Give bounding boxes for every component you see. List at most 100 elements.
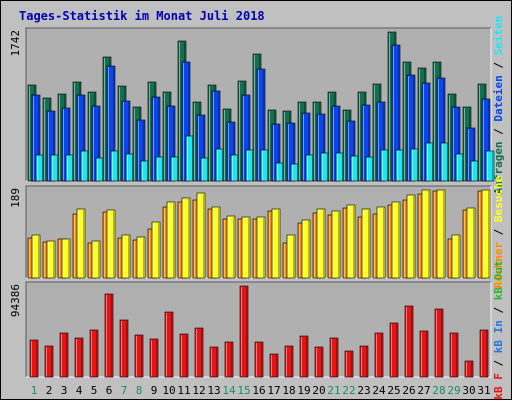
day-label-15: 15 — [237, 384, 250, 397]
bar-bottom-kb-f-day-20 — [314, 346, 324, 378]
bar-bottom-kb-f-day-27 — [419, 330, 429, 378]
bar-middle-besuche-day-28 — [436, 189, 446, 279]
day-label-29: 29 — [447, 384, 460, 397]
panel-middle-edge-top — [25, 185, 491, 278]
day-label-12: 12 — [192, 384, 205, 397]
bar-bottom-kb-f-day-15 — [239, 285, 249, 378]
day-label-10: 10 — [162, 384, 175, 397]
bar-bottom-kb-f-day-17 — [269, 353, 279, 378]
day-label-17: 17 — [267, 384, 280, 397]
bar-middle-besuche-day-11 — [181, 197, 191, 279]
bar-middle-besuche-day-9 — [151, 221, 161, 279]
bar-top-seiten-day-12 — [200, 157, 210, 182]
bar-top-seiten-day-31 — [485, 150, 495, 182]
bar-bottom-kb-f-day-23 — [359, 345, 369, 378]
bar-bottom-kb-f-day-4 — [74, 337, 84, 378]
panel-top-edge-top — [25, 27, 491, 181]
day-label-25: 25 — [387, 384, 400, 397]
bar-middle-besuche-day-17 — [271, 208, 281, 279]
bar-bottom-kb-f-day-18 — [284, 345, 294, 378]
day-label-22: 22 — [342, 384, 355, 397]
bar-middle-besuche-day-22 — [346, 204, 356, 279]
bar-middle-besuche-day-13 — [211, 206, 221, 279]
bar-bottom-kb-f-day-26 — [404, 305, 414, 378]
bar-middle-besuche-day-6 — [106, 209, 116, 279]
bar-middle-besuche-day-20 — [316, 208, 326, 279]
bar-middle-besuche-day-8 — [136, 236, 146, 279]
bar-middle-besuche-day-15 — [241, 216, 251, 279]
bar-middle-besuche-day-4 — [76, 208, 86, 279]
panel-bottom-axis-max-label: 94386 — [9, 284, 22, 317]
bar-bottom-kb-f-day-25 — [389, 322, 399, 378]
panel-top: 1742 — [9, 27, 495, 182]
bar-top-seiten-day-14 — [230, 154, 240, 182]
bar-bottom-kb-f-day-28 — [434, 308, 444, 378]
bar-middle-besuche-day-19 — [301, 219, 311, 279]
bar-middle-besuche-day-29 — [451, 234, 461, 279]
bar-bottom-kb-f-day-5 — [89, 329, 99, 378]
day-label-3: 3 — [61, 384, 68, 397]
bar-middle-besuche-day-1 — [31, 234, 41, 279]
bar-middle-besuche-day-24 — [376, 206, 386, 279]
day-label-19: 19 — [297, 384, 310, 397]
bar-bottom-kb-f-day-7 — [119, 319, 129, 378]
day-label-21: 21 — [327, 384, 340, 397]
bar-top-seiten-day-3 — [65, 154, 75, 182]
day-label-5: 5 — [91, 384, 98, 397]
day-label-16: 16 — [252, 384, 265, 397]
chart-title: Tages-Statistik im Monat Juli 2018 — [19, 9, 265, 23]
bar-bottom-kb-f-day-13 — [209, 346, 219, 378]
bar-bottom-kb-f-day-9 — [149, 338, 159, 378]
bar-bottom-kb-f-day-8 — [134, 334, 144, 378]
bar-middle-besuche-day-26 — [406, 194, 416, 279]
day-label-18: 18 — [282, 384, 295, 397]
bar-middle-besuche-day-27 — [421, 189, 431, 279]
legend-middle: Rechner / Besuche — [492, 175, 505, 288]
bar-bottom-kb-f-day-1 — [29, 339, 39, 378]
day-label-31: 31 — [477, 384, 490, 397]
bar-middle-besuche-day-3 — [61, 238, 71, 279]
day-label-26: 26 — [402, 384, 415, 397]
day-label-2: 2 — [46, 384, 53, 397]
day-label-28: 28 — [432, 384, 445, 397]
bar-bottom-kb-f-day-11 — [179, 333, 189, 378]
day-label-24: 24 — [372, 384, 386, 397]
bar-middle-besuche-day-2 — [46, 240, 56, 279]
bar-middle-besuche-day-5 — [91, 240, 101, 279]
bar-top-seiten-day-21 — [335, 152, 345, 182]
bar-top-seiten-day-24 — [380, 149, 390, 182]
bar-bottom-kb-f-day-2 — [44, 345, 54, 378]
day-label-30: 30 — [462, 384, 475, 397]
day-label-13: 13 — [207, 384, 220, 397]
panel-middle: 189 — [9, 185, 492, 279]
bar-top-seiten-day-2 — [50, 154, 60, 182]
day-label-1: 1 — [31, 384, 38, 397]
bar-middle-besuche-day-31 — [481, 189, 491, 279]
day-label-6: 6 — [106, 384, 113, 397]
bar-bottom-kb-f-day-21 — [329, 337, 339, 378]
legend-bottom: kB F / kB In / kB Out — [492, 260, 505, 399]
bar-bottom-kb-f-day-3 — [59, 332, 69, 378]
day-label-27: 27 — [417, 384, 430, 397]
bar-bottom-kb-f-day-6 — [104, 293, 114, 378]
bar-bottom-kb-f-day-10 — [164, 311, 174, 378]
day-label-8: 8 — [136, 384, 143, 397]
bar-middle-besuche-day-16 — [256, 216, 266, 279]
panel-middle-axis-max-label: 189 — [9, 188, 22, 208]
bar-middle-besuche-day-25 — [391, 201, 401, 279]
panel-bottom-edge-top — [25, 281, 491, 377]
bar-middle-besuche-day-18 — [286, 234, 296, 279]
bar-bottom-kb-f-day-24 — [374, 332, 384, 378]
day-label-4: 4 — [76, 384, 83, 397]
bar-bottom-kb-f-day-14 — [224, 341, 234, 378]
bar-bottom-kb-f-day-30 — [464, 360, 474, 378]
day-label-7: 7 — [121, 384, 128, 397]
bar-middle-besuche-day-14 — [226, 215, 236, 279]
day-label-23: 23 — [357, 384, 370, 397]
day-label-20: 20 — [312, 384, 325, 397]
bar-bottom-kb-f-day-16 — [254, 341, 264, 378]
bar-bottom-kb-f-day-19 — [299, 335, 309, 378]
bar-bottom-kb-f-day-12 — [194, 327, 204, 378]
panel-bottom: 94386 — [9, 281, 492, 378]
bar-middle-besuche-day-12 — [196, 192, 206, 279]
